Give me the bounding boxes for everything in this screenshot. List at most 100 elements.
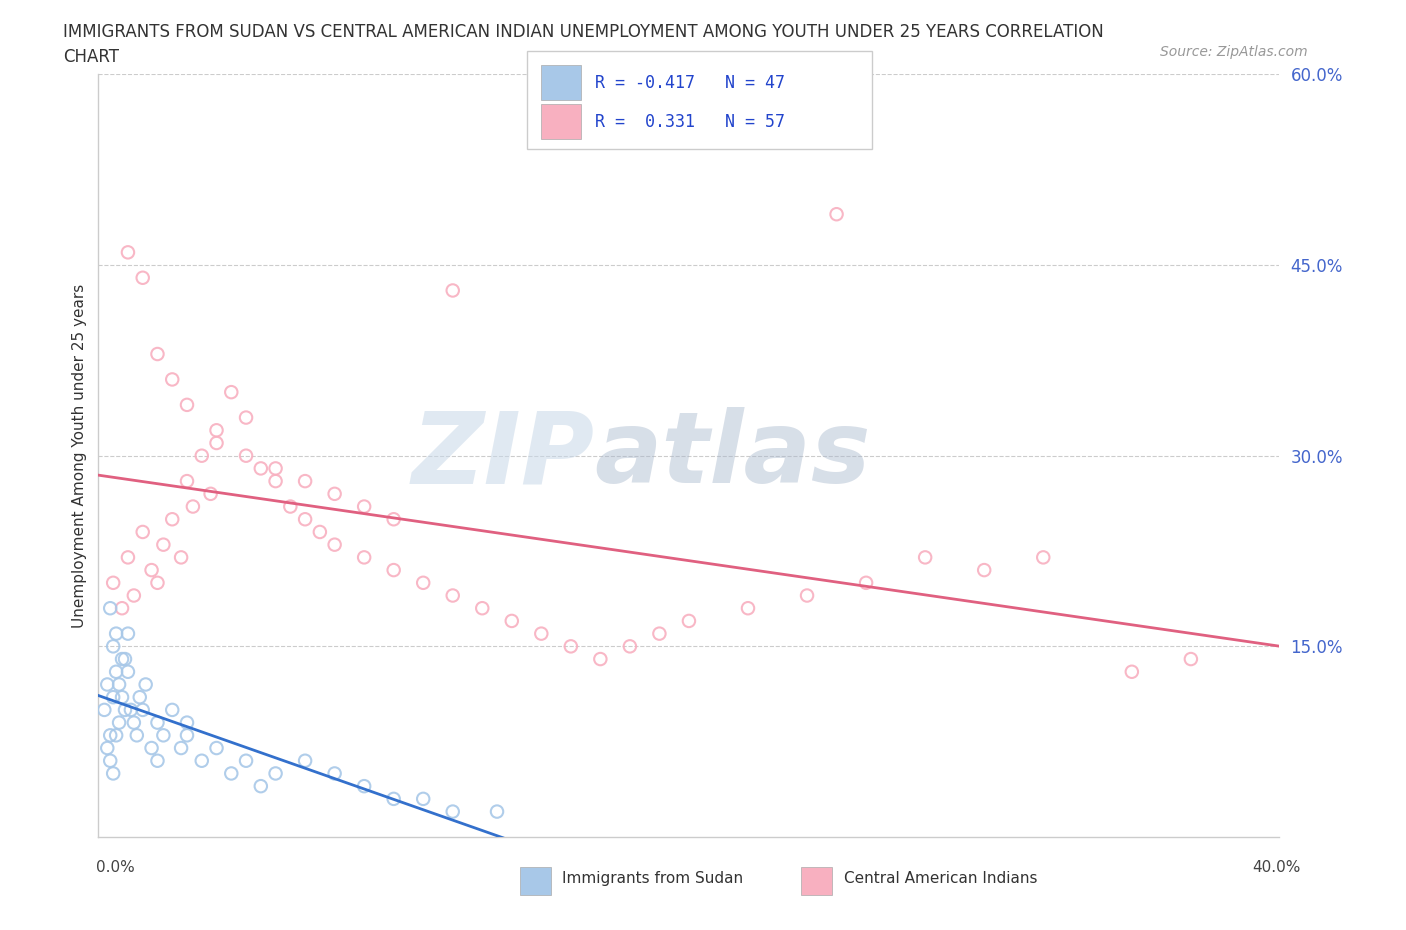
Point [221,385,243,400]
Point [294,512,316,526]
Point [170,740,193,755]
Point [205,740,228,755]
Point [162,512,183,526]
Point [111,652,134,667]
Point [648,626,671,641]
Point [162,702,183,717]
Point [530,626,553,641]
Point [560,639,582,654]
Point [205,423,228,438]
Point [264,473,287,488]
Point [93,702,115,717]
Point [353,778,375,793]
Point [117,664,139,679]
Point [235,410,257,425]
Text: ZIP: ZIP [412,407,595,504]
Point [98,728,121,743]
Point [96,677,118,692]
Point [146,576,169,591]
Text: 0.0%: 0.0% [96,860,135,875]
Point [441,283,464,298]
Point [589,652,612,667]
Point [132,271,155,286]
Point [111,601,134,616]
Point [382,791,405,806]
Point [114,702,136,717]
Point [103,690,125,705]
Point [176,397,198,412]
Text: Central American Indians: Central American Indians [844,870,1038,886]
Text: Immigrants from Sudan: Immigrants from Sudan [562,870,744,886]
Point [181,499,204,514]
Y-axis label: Unemployment Among Youth under 25 years: Unemployment Among Youth under 25 years [72,284,87,628]
Point [105,626,128,641]
Point [353,499,375,514]
Point [103,639,125,654]
Point [264,461,287,476]
Text: atlas: atlas [595,407,870,504]
Point [1032,550,1054,565]
Point [382,512,405,526]
Point [737,601,759,616]
Point [309,525,332,539]
Point [135,677,157,692]
Point [122,588,145,603]
Point [117,245,139,259]
Point [152,538,174,552]
Point [114,652,136,667]
Point [98,753,121,768]
Point [132,702,155,717]
Point [294,753,316,768]
Point [441,804,464,819]
Point [96,740,118,755]
Point [132,525,155,539]
Point [1121,664,1143,679]
Point [117,626,139,641]
Point [412,576,434,591]
Point [146,715,169,730]
Point [678,614,700,629]
Point [191,448,214,463]
Point [191,753,214,768]
Point [250,461,273,476]
Text: Source: ZipAtlas.com: Source: ZipAtlas.com [1160,45,1308,59]
Point [973,563,995,578]
Point [108,677,131,692]
Point [122,715,145,730]
Point [125,728,148,743]
Point [200,486,222,501]
Point [323,766,346,781]
Point [176,728,198,743]
Point [98,601,121,616]
Point [235,753,257,768]
Point [170,550,193,565]
Text: IMMIGRANTS FROM SUDAN VS CENTRAL AMERICAN INDIAN UNEMPLOYMENT AMONG YOUTH UNDER : IMMIGRANTS FROM SUDAN VS CENTRAL AMERICA… [63,23,1104,41]
Point [176,715,198,730]
Point [264,766,287,781]
Point [471,601,494,616]
Point [152,728,174,743]
Point [176,473,198,488]
Point [141,563,163,578]
Text: 40.0%: 40.0% [1253,860,1301,875]
Point [855,576,877,591]
Point [323,538,346,552]
Point [412,791,434,806]
Point [250,778,273,793]
Point [619,639,641,654]
Text: R =  0.331   N = 57: R = 0.331 N = 57 [595,113,785,131]
Point [1180,652,1202,667]
Point [105,664,128,679]
Point [914,550,936,565]
Point [486,804,509,819]
Point [825,206,848,221]
Point [128,690,150,705]
Point [141,740,163,755]
Point [103,766,125,781]
Point [235,448,257,463]
Point [146,347,169,362]
Point [280,499,302,514]
Point [501,614,523,629]
Point [105,728,128,743]
Point [205,435,228,450]
